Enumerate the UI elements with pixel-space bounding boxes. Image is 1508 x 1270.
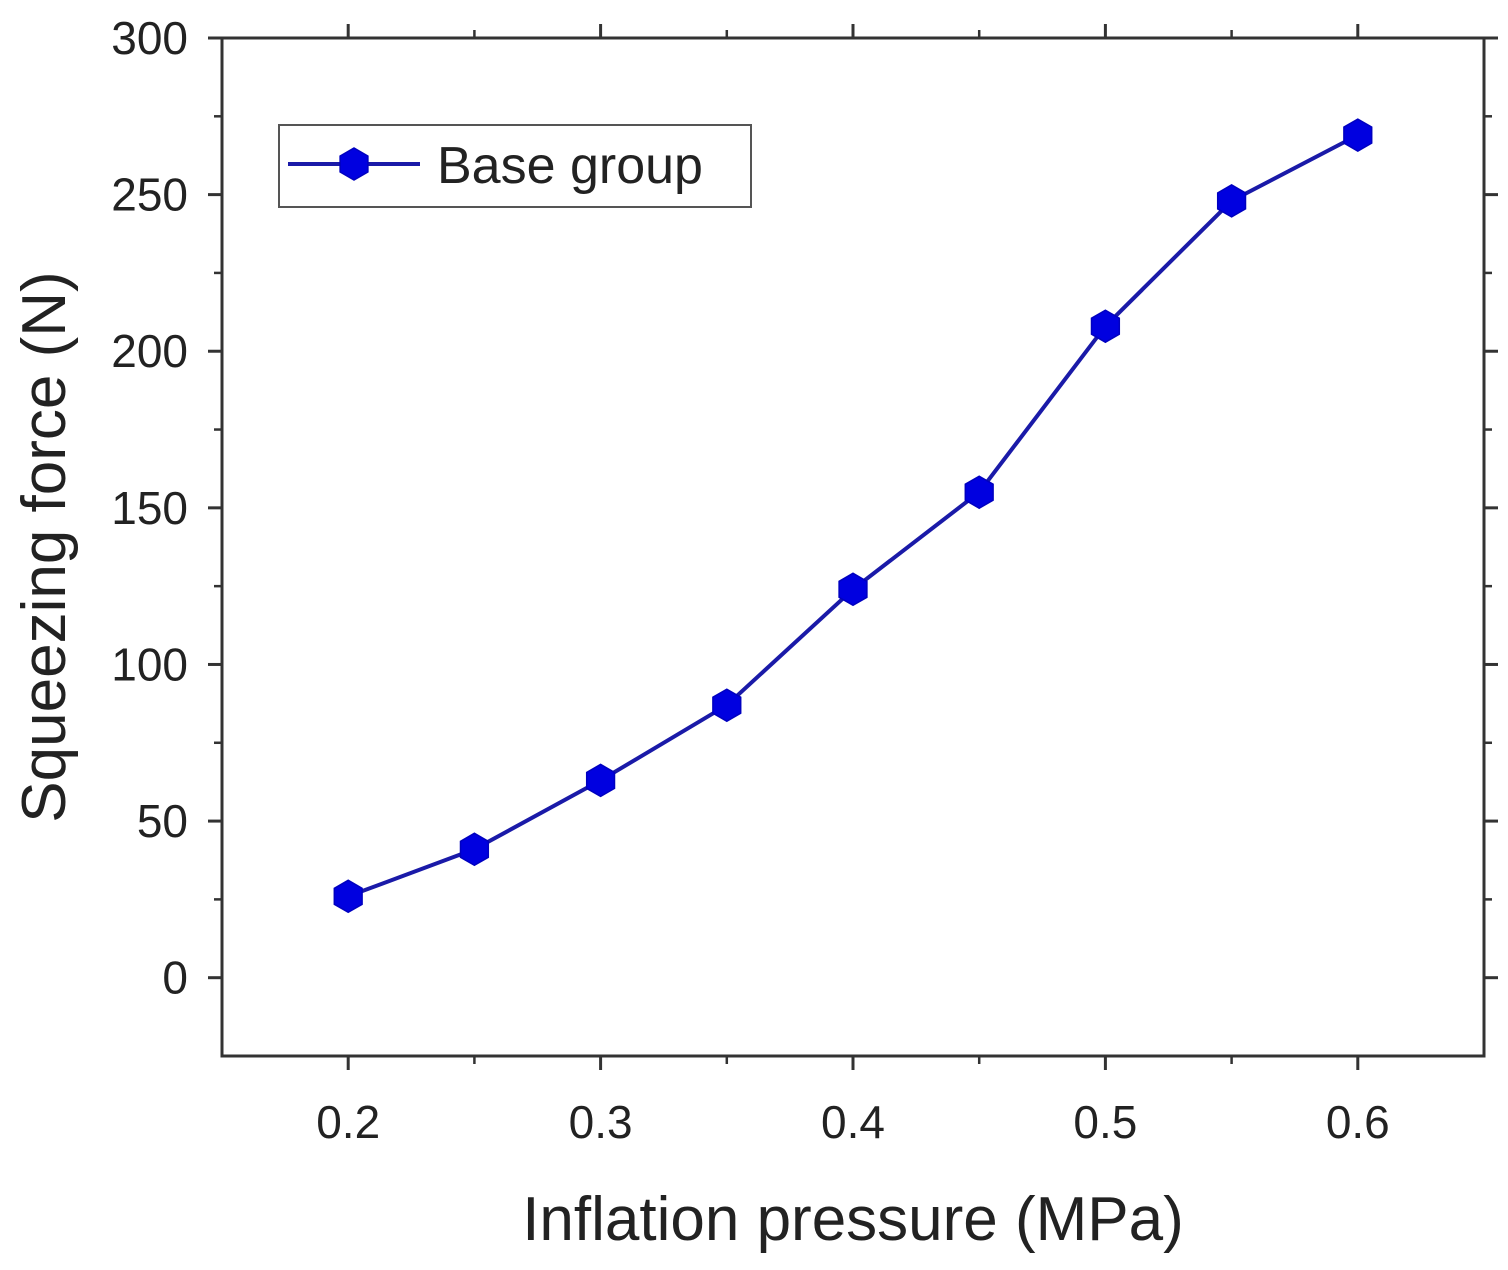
data-point <box>1343 118 1373 152</box>
legend-marker <box>339 147 369 181</box>
x-tick-label: 0.6 <box>1326 1096 1390 1148</box>
data-point <box>333 879 363 914</box>
data-point <box>1090 309 1121 344</box>
data-point <box>964 475 994 510</box>
data-point <box>459 832 490 867</box>
y-tick-label: 150 <box>111 482 188 534</box>
legend-label: Base group <box>437 137 703 195</box>
data-point <box>585 763 616 798</box>
x-tick-label: 0.3 <box>569 1096 633 1148</box>
axis-ticks <box>208 24 1498 1070</box>
data-point <box>1216 184 1247 218</box>
series-layer <box>333 118 1373 914</box>
x-tick-label: 0.2 <box>316 1096 380 1148</box>
x-tick-label: 0.4 <box>821 1096 885 1148</box>
axis-tick-labels: 0.2 0.3 0.4 0.5 0.6 0 50 100 150 200 250 300 <box>111 12 1390 1148</box>
y-tick-label: 100 <box>111 638 188 690</box>
data-point <box>838 572 868 607</box>
y-tick-label: 50 <box>137 795 188 847</box>
y-tick-label: 200 <box>111 325 188 377</box>
x-tick-label: 0.5 <box>1073 1096 1137 1148</box>
y-tick-label: 0 <box>162 952 188 1004</box>
legend: Base group <box>278 124 752 208</box>
x-axis-title: Inflation pressure (MPa) <box>522 1185 1184 1254</box>
y-tick-label: 300 <box>111 12 188 64</box>
series-line <box>347 133 1359 899</box>
data-point <box>712 688 742 723</box>
y-tick-label: 250 <box>111 169 188 221</box>
y-axis-title: Squeezing force (N) <box>10 271 79 822</box>
